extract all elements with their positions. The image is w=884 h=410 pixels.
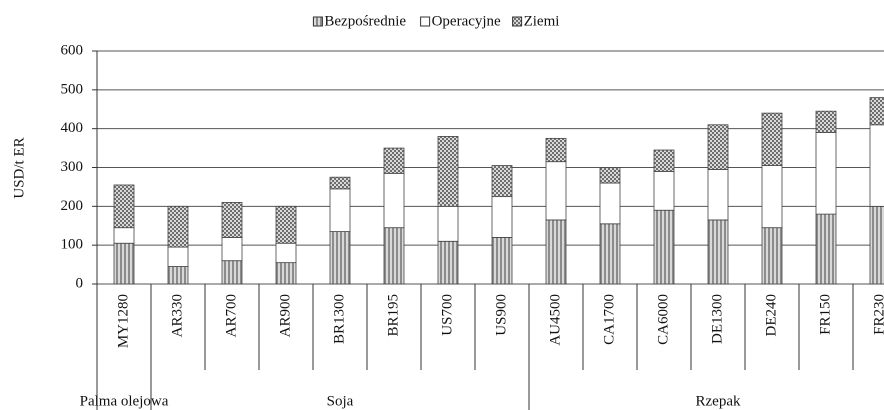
x-tick-label: AR700 xyxy=(223,294,239,337)
bar-segment xyxy=(221,260,243,285)
bar-segment xyxy=(437,205,459,242)
bar-segment xyxy=(869,97,884,126)
bar-segment xyxy=(275,242,297,264)
legend-swatch xyxy=(312,16,323,27)
x-tick-label: CA1700 xyxy=(601,294,617,345)
x-tick-label: BR1300 xyxy=(331,294,347,344)
legend-label: Bezpośrednie xyxy=(324,13,406,29)
y-tick-label: 0 xyxy=(76,275,84,291)
bar-segment xyxy=(491,165,513,198)
bar-segment xyxy=(491,236,513,285)
x-tick-label: MY1280 xyxy=(115,294,131,348)
bar-segment xyxy=(815,132,837,215)
bar-segment xyxy=(167,205,189,248)
group-label: Soja xyxy=(327,393,354,409)
group-label: Rzepak xyxy=(696,393,741,409)
x-tick-label: FR150 xyxy=(817,294,833,335)
bar-segment xyxy=(329,231,351,285)
bar-segment xyxy=(761,227,783,285)
bar-segment xyxy=(599,167,621,184)
bar-segment xyxy=(599,182,621,225)
bar-segment xyxy=(491,196,513,238)
bar-segment xyxy=(761,165,783,229)
legend-label: Operacyjne xyxy=(432,13,501,29)
bar-segment xyxy=(869,124,884,207)
bar-segment xyxy=(653,149,675,172)
bar-segment xyxy=(167,246,189,267)
bar-segment xyxy=(437,136,459,207)
x-tick-label: AU4500 xyxy=(547,294,563,346)
bar-segment xyxy=(383,147,405,174)
y-tick-label: 200 xyxy=(61,198,84,214)
x-tick-label: AR330 xyxy=(169,294,185,337)
bar-segment xyxy=(221,236,243,262)
bar-segment xyxy=(707,124,729,170)
bar-segment xyxy=(221,202,243,238)
y-tick-label: 300 xyxy=(61,159,84,175)
bar-segment xyxy=(545,161,567,221)
x-tick-label: BR195 xyxy=(385,294,401,337)
bar-segment xyxy=(815,110,837,133)
bar-segment xyxy=(545,219,567,285)
bar-segment xyxy=(275,262,297,285)
bar-segment xyxy=(599,223,621,285)
x-tick-label: US700 xyxy=(439,294,455,336)
bar-segment xyxy=(761,112,783,166)
bar-segment xyxy=(329,176,351,190)
bar-segment xyxy=(113,242,135,285)
bar-segment xyxy=(707,219,729,285)
bar-segment xyxy=(275,205,297,244)
group-label: Palma olejowa xyxy=(80,393,169,409)
bar-segment xyxy=(815,213,837,285)
x-tick-label: CA6000 xyxy=(655,294,671,345)
legend-label: Ziemi xyxy=(524,13,560,29)
bar-segment xyxy=(437,240,459,285)
bar-segment xyxy=(113,227,135,244)
bar-segment xyxy=(113,184,135,229)
bar-segment xyxy=(329,188,351,232)
y-tick-label: 500 xyxy=(61,81,84,97)
bar-segment xyxy=(653,209,675,285)
bar-segment xyxy=(167,266,189,285)
bar-segment xyxy=(383,172,405,229)
y-axis-label: USD/t ER xyxy=(11,137,27,198)
x-tick-label: DE240 xyxy=(763,294,779,337)
bar-segment xyxy=(383,227,405,285)
x-tick-label: US900 xyxy=(493,294,509,336)
x-tick-label: DE1300 xyxy=(709,294,725,344)
legend-swatch xyxy=(420,16,431,27)
bar-segment xyxy=(653,170,675,211)
y-tick-label: 600 xyxy=(61,42,84,58)
bar-segment xyxy=(869,205,884,285)
legend-swatch xyxy=(512,16,523,27)
y-tick-label: 100 xyxy=(61,237,84,253)
x-tick-label: FR230 xyxy=(871,294,884,335)
x-tick-label: AR900 xyxy=(277,294,293,337)
y-tick-label: 400 xyxy=(61,120,84,136)
bar-segment xyxy=(545,137,567,163)
bar-segment xyxy=(707,169,729,221)
